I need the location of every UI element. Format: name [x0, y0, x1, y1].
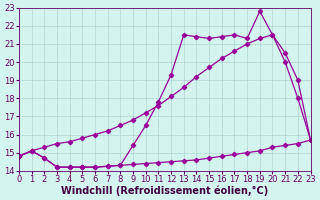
X-axis label: Windchill (Refroidissement éolien,°C): Windchill (Refroidissement éolien,°C)	[61, 185, 268, 196]
